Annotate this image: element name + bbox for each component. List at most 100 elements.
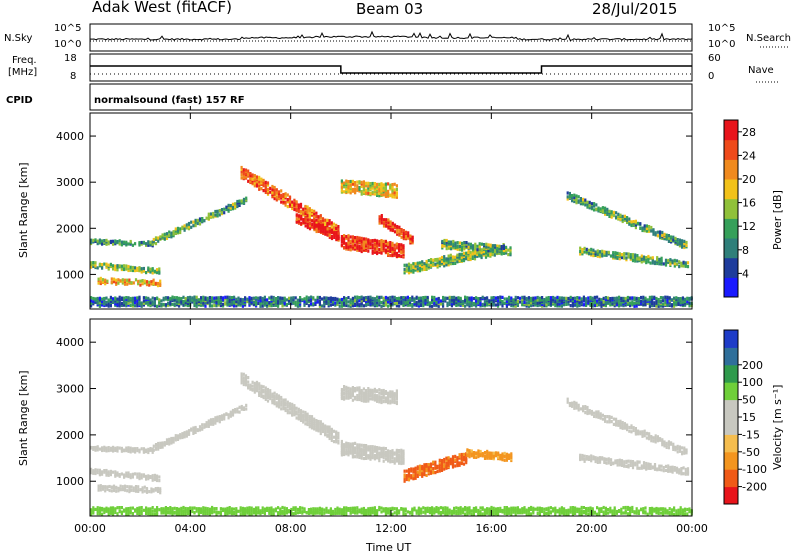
velocity-echo-cell	[162, 508, 165, 513]
power-echo-cell	[466, 302, 469, 306]
power-echo-cell	[94, 297, 97, 301]
power-echo-cell	[584, 203, 587, 207]
power-echo-cell	[217, 296, 220, 300]
velocity-echo-cell	[607, 461, 610, 465]
power-echo-cell	[365, 299, 368, 303]
power-echo-cell	[470, 300, 473, 304]
power-echo-cell	[280, 193, 283, 197]
velocity-echo-cell	[264, 395, 267, 399]
velocity-echo-cell	[174, 436, 177, 440]
power-echo-cell	[99, 281, 102, 286]
power-echo-cell	[543, 304, 546, 308]
power-echo-cell	[285, 302, 288, 306]
velocity-echo-cell	[402, 461, 405, 465]
velocity-echo-cell	[321, 429, 325, 434]
velocity-echo-cell	[109, 446, 112, 450]
velocity-echo-cell	[332, 435, 336, 439]
velocity-echo-cell	[145, 506, 148, 510]
power-echo-cell	[345, 235, 348, 239]
power-echo-cell	[115, 278, 118, 282]
power-echo-cell	[491, 244, 494, 248]
power-echo-cell	[250, 296, 253, 300]
power-echo-cell	[240, 173, 243, 177]
velocity-echo-cell	[360, 453, 363, 457]
velocity-echo-cell	[367, 447, 370, 451]
power-echo-cell	[211, 304, 214, 308]
power-echo-cell	[354, 247, 357, 251]
power-echo-cell	[134, 301, 137, 305]
power-echo-cell	[308, 223, 312, 227]
power-echo-cell	[556, 304, 559, 308]
power-echo-cell	[642, 295, 645, 299]
power-echo-cell	[647, 260, 650, 264]
power-echo-cell	[424, 300, 427, 305]
power-echo-cell	[318, 302, 321, 306]
velocity-echo-cell	[680, 472, 683, 476]
velocity-echo-cell	[273, 391, 276, 395]
velocity-echo-cell	[358, 392, 361, 396]
power-echo-cell	[575, 201, 578, 205]
velocity-echo-cell	[510, 452, 513, 456]
power-echo-cell	[453, 295, 456, 299]
velocity-echo-cell	[335, 430, 338, 434]
power-echo-cell	[398, 248, 401, 252]
power-echo-cell	[450, 244, 453, 248]
power-echo-cell	[109, 239, 112, 243]
power-echo-cell	[288, 299, 291, 303]
power-echo-cell	[384, 248, 387, 252]
power-echo-cell	[295, 200, 298, 204]
power-echo-cell	[644, 301, 647, 305]
power-echo-cell	[493, 253, 496, 257]
power-echo-cell	[472, 246, 475, 250]
power-echo-cell	[585, 301, 588, 305]
power-echo-cell	[648, 228, 651, 232]
power-echo-cell	[532, 303, 535, 307]
power-echo-cell	[563, 303, 566, 307]
power-echo-cell	[664, 300, 667, 304]
power-echo-cell	[173, 298, 176, 302]
power-echo-cell	[373, 242, 376, 246]
power-echo-cell	[421, 268, 424, 272]
power-echo-cell	[176, 230, 180, 234]
velocity-echo-cell	[360, 393, 363, 397]
velocity-echo-cell	[443, 457, 446, 462]
velocity-echo-cell	[508, 453, 511, 457]
power-echo-cell	[571, 300, 574, 304]
velocity-echo-cell	[159, 491, 162, 495]
velocity-echo-cell	[156, 508, 159, 512]
power-echo-cell	[354, 183, 357, 187]
power-echo-cell	[376, 250, 379, 254]
power-echo-cell	[640, 295, 643, 300]
velocity-echo-cell	[503, 454, 506, 458]
power-echo-cell	[306, 218, 309, 222]
velocity-echo-cell	[603, 457, 606, 461]
power-echo-cell	[610, 212, 613, 216]
power-echo-cell	[442, 295, 445, 300]
power-echo-cell	[387, 182, 390, 186]
velocity-echo-cell	[583, 454, 586, 458]
power-echo-cell	[209, 212, 213, 216]
power-echo-cell	[464, 304, 467, 308]
power-echo-cell	[489, 245, 492, 250]
power-echo-cell	[176, 226, 180, 230]
power-echo-cell	[525, 301, 528, 305]
velocity-echo-cell	[140, 511, 143, 515]
velocity-echo-cell	[321, 422, 325, 426]
power-echo-cell	[573, 199, 576, 204]
power-echo-cell	[271, 184, 274, 189]
power-echo-cell	[275, 198, 278, 202]
power-echo-cell	[258, 180, 261, 184]
velocity-echo-cell	[308, 420, 311, 424]
velocity-echo-cell	[608, 420, 611, 424]
velocity-echo-cell	[142, 508, 145, 512]
power-echo-cell	[587, 296, 590, 300]
velocity-echo-cell	[137, 485, 140, 489]
power-echo-cell	[240, 167, 243, 171]
velocity-echo-cell	[440, 463, 444, 467]
power-echo-cell	[295, 217, 298, 221]
power-echo-cell	[360, 192, 363, 196]
power-echo-cell	[670, 235, 673, 239]
velocity-echo-cell	[310, 415, 314, 419]
power-echo-cell	[242, 172, 245, 176]
velocity-echo-cell	[458, 463, 461, 467]
